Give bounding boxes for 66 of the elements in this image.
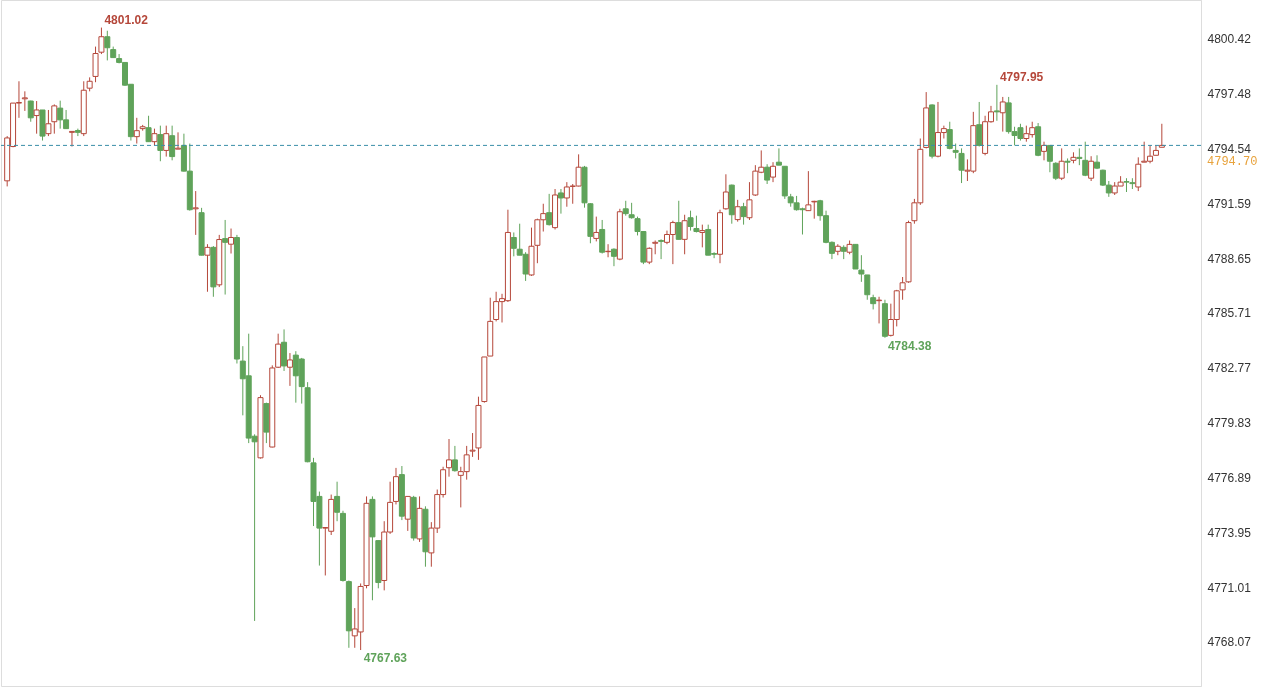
candlestick [775, 147, 782, 166]
candlestick [675, 200, 682, 240]
candlestick [1088, 155, 1095, 182]
candlestick [876, 296, 883, 324]
candlestick [722, 173, 729, 211]
candlestick [593, 216, 600, 242]
candlestick [133, 117, 140, 145]
annotation: 4784.38 [887, 338, 932, 353]
y-tick-label: 4794.54 [1207, 141, 1252, 156]
candlestick [451, 445, 458, 473]
candlestick [222, 219, 229, 296]
y-tick-label: 4768.07 [1207, 635, 1252, 650]
candlestick [104, 30, 111, 61]
candlestick [599, 219, 606, 255]
y-tick-label: 4776.89 [1207, 470, 1252, 485]
candlestick [33, 100, 40, 135]
candlestick [228, 228, 235, 255]
candlestick [27, 100, 34, 123]
candlestick [699, 224, 706, 248]
candlestick [404, 495, 411, 532]
candlestick [999, 96, 1006, 133]
candlestick [281, 328, 288, 372]
y-tick-label: 4773.95 [1207, 525, 1252, 540]
y-tick-label: 4785.71 [1207, 306, 1252, 321]
candlestick [610, 247, 617, 267]
y-tick-label: 4800.42 [1207, 32, 1252, 47]
annotation: 4797.95 [999, 69, 1044, 84]
y-tick-label: 4788.65 [1207, 251, 1252, 266]
candlestick [1135, 156, 1142, 192]
candlestick [204, 243, 211, 293]
candlestick [169, 125, 176, 161]
candlestick [770, 161, 777, 183]
candlestick [740, 202, 747, 226]
candlestick [658, 238, 665, 260]
candlestick [446, 438, 453, 478]
y-tick-label: 4771.01 [1207, 580, 1252, 595]
candlestick [1094, 154, 1101, 170]
candlestick [993, 84, 1000, 122]
candlestick [157, 125, 164, 162]
y-tick-label: 4791.59 [1207, 196, 1252, 211]
candlestick [546, 193, 553, 227]
candlestick [21, 90, 28, 112]
candlestick [286, 352, 293, 387]
candlestick [976, 101, 983, 148]
candlestick [681, 214, 688, 255]
candlestick [175, 131, 182, 150]
candlestick [557, 188, 564, 215]
candlestick [192, 190, 199, 236]
candlestick [1046, 144, 1053, 173]
y-tick-label: 4797.48 [1207, 87, 1252, 102]
candlestick [510, 231, 517, 257]
y-tick-label: 4782.77 [1207, 361, 1252, 376]
candlestick [145, 115, 152, 143]
candlestick [1158, 123, 1165, 148]
candlestick [1058, 147, 1065, 181]
candlestick [163, 125, 170, 158]
annotation: 4801.02 [104, 12, 149, 27]
ref-line-label: 4794.70 [1207, 155, 1258, 170]
candlestick [746, 181, 753, 221]
candlestick [1041, 141, 1048, 161]
candlestick [334, 481, 341, 522]
candlestick [74, 128, 81, 137]
candlestick [68, 130, 75, 148]
annotation: 4767.63 [363, 651, 408, 666]
y-tick-label: 4779.83 [1207, 416, 1252, 431]
candlestick [764, 163, 771, 185]
